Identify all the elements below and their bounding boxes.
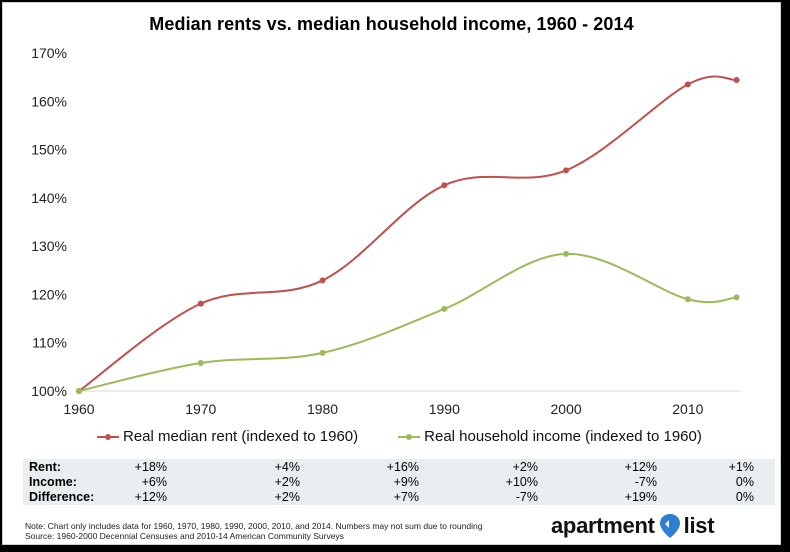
chart-frame: Median rents vs. median household income…	[2, 2, 781, 545]
table-cell: -7%	[634, 475, 657, 489]
y-tick-label: 100%	[31, 383, 67, 399]
y-tick-label: 160%	[31, 93, 67, 109]
table-cell: +12%	[624, 460, 657, 474]
data-point-income	[441, 305, 448, 312]
logo-word-apartment: apartment	[551, 513, 655, 538]
legend-label-rent: Real median rent (indexed to 1960)	[123, 428, 359, 445]
legend-swatch-rent	[97, 432, 119, 442]
data-point-rent	[441, 182, 448, 189]
y-tick-label: 110%	[32, 335, 67, 351]
y-tick-label: 170%	[31, 45, 67, 61]
x-tick-label: 1990	[429, 401, 460, 417]
y-tick-label: 130%	[31, 238, 67, 254]
data-point-rent	[733, 77, 740, 84]
series-points	[76, 77, 740, 394]
table-cell: 0%	[735, 475, 754, 489]
data-point-income	[684, 296, 691, 303]
chart-legend: Real median rent (indexed to 1960) Real …	[97, 428, 742, 445]
table-cell: +2%	[274, 475, 300, 489]
table-row-difference: Difference: +12% +2% +7% -7% +19% 0%	[23, 490, 775, 505]
source-line: Source: 1960-2000 Decennial Censuses and…	[25, 531, 344, 541]
table-cell: 0%	[735, 490, 754, 504]
table-cell: +10%	[505, 475, 538, 489]
y-tick-label: 120%	[31, 286, 67, 302]
data-point-income	[197, 359, 204, 366]
x-tick-label: 1970	[185, 401, 216, 417]
y-tick-label: 140%	[31, 190, 67, 206]
row-label-difference: Difference:	[29, 490, 95, 504]
data-point-income	[733, 294, 740, 301]
table-cell: +16%	[386, 460, 419, 474]
data-point-rent	[684, 81, 691, 88]
logo-word-list: list	[683, 513, 715, 538]
data-point-rent	[563, 167, 570, 174]
line-chart: 100% 110% 120% 130% 140% 150% 160% 170% 1960 197…	[31, 45, 741, 417]
footnote-line: Note: Chart only includes data for 1960,…	[25, 521, 483, 531]
table-cell: +7%	[393, 490, 419, 504]
table-row-rent: Rent: +18% +4% +16% +2% +12% +1%	[23, 460, 775, 475]
data-point-income	[76, 388, 82, 394]
row-label-rent: Rent:	[29, 460, 61, 474]
series-line-income	[78, 252, 737, 392]
table-cell: +9%	[393, 475, 419, 489]
footnote: Note: Chart only includes data for 1960,…	[25, 521, 482, 541]
y-tick-label: 150%	[31, 142, 67, 158]
x-tick-label: 1980	[307, 401, 338, 417]
series-line-rent	[78, 75, 737, 392]
table-cell: -7%	[515, 490, 538, 504]
data-point-income	[563, 250, 570, 257]
legend-item-income: Real household income (indexed to 1960)	[398, 428, 702, 445]
data-point-rent	[319, 277, 326, 284]
change-table: Rent: +18% +4% +16% +2% +12% +1% Income:…	[23, 459, 775, 505]
table-cell: +12%	[134, 490, 167, 504]
table-cell: +1%	[728, 460, 754, 474]
table-cell: +4%	[274, 460, 300, 474]
chart-title: Median rents vs. median household income…	[149, 14, 634, 34]
x-tick-label: 2000	[551, 401, 582, 417]
table-cell: +19%	[624, 490, 657, 504]
series-lines	[78, 75, 737, 392]
x-tick-label: 1960	[63, 401, 94, 417]
map-pin-icon	[659, 514, 680, 538]
row-label-income: Income:	[29, 475, 77, 489]
legend-item-rent: Real median rent (indexed to 1960)	[97, 428, 358, 445]
data-point-rent	[197, 300, 204, 307]
table-cell: +18%	[134, 460, 167, 474]
x-tick-label: 2010	[672, 401, 703, 417]
table-cell: +2%	[274, 490, 300, 504]
table-row-income: Income: +6% +2% +9% +10% -7% 0%	[23, 475, 775, 490]
x-axis: 1960 1970 1980 1990 2000 2010	[63, 390, 741, 417]
table-cell: +6%	[141, 475, 167, 489]
apartment-list-logo: apartment list	[551, 513, 715, 539]
legend-label-income: Real household income (indexed to 1960)	[424, 428, 702, 445]
data-point-income	[319, 349, 326, 356]
legend-swatch-income	[398, 432, 421, 442]
table-cell: +2%	[512, 460, 538, 474]
y-axis: 100% 110% 120% 130% 140% 150% 160% 170%	[31, 45, 67, 399]
